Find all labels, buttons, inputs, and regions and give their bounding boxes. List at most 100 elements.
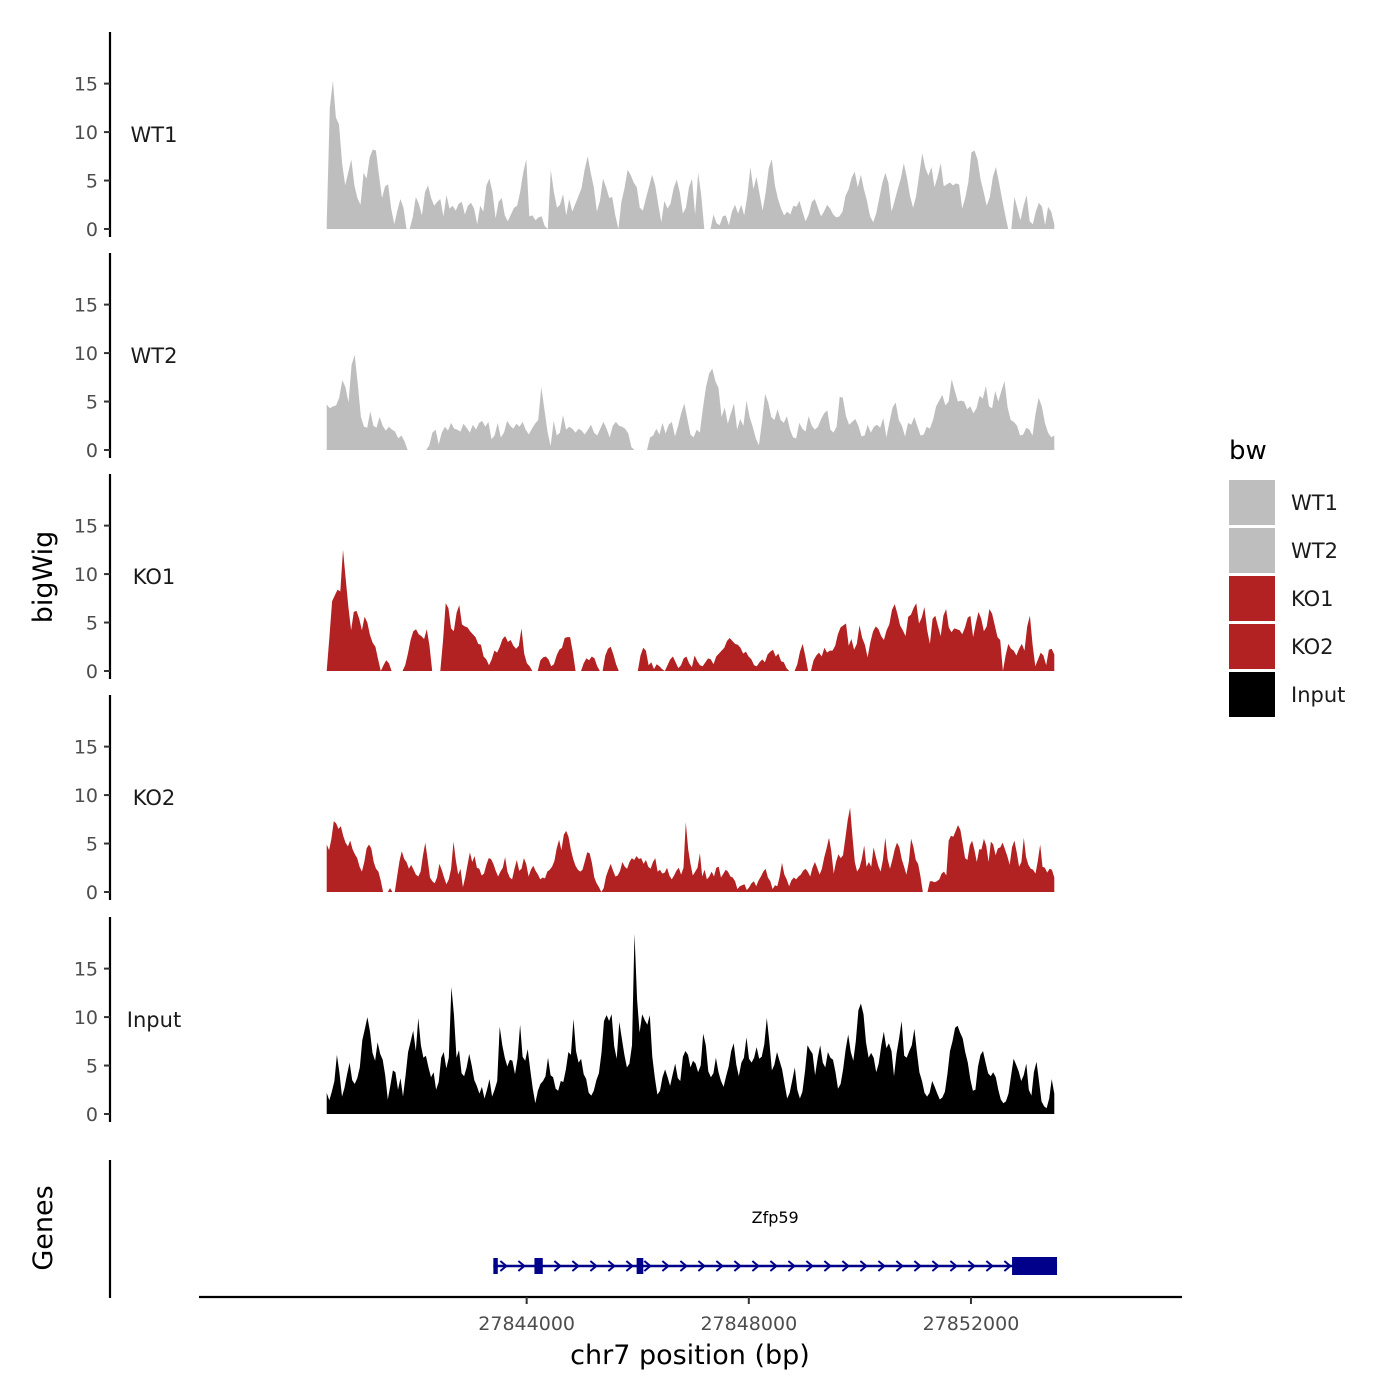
track-wt1-area [326, 80, 1055, 229]
legend-label: WT2 [1291, 539, 1338, 563]
strand-arrow-icon [589, 1260, 598, 1272]
genes-group: Zfp59 [493, 1208, 1058, 1275]
track-ko1-y-tick-label: 0 [86, 661, 98, 683]
strand-arrow-icon [661, 1260, 670, 1272]
track-wt1: 0 5 10 15 WT1 [74, 32, 1055, 241]
strand-arrow-icon [1003, 1260, 1012, 1272]
strand-arrow-icon [805, 1260, 814, 1272]
legend-swatch [1229, 576, 1275, 621]
track-ko2-area [326, 807, 1055, 892]
track-wt2-area [326, 355, 1055, 450]
track-ko2-y-tick-label: 15 [74, 737, 98, 759]
strand-arrow-icon [607, 1260, 616, 1272]
track-input-y-tick-label: 10 [74, 1007, 98, 1029]
strand-arrow-icon [571, 1260, 580, 1272]
track-ko2-y-tick-label: 0 [86, 882, 98, 904]
track-input-y-tick-label: 5 [86, 1056, 98, 1078]
track-input-y-tick-label: 0 [86, 1104, 98, 1126]
track-input-label: Input [127, 1008, 181, 1032]
legend-item-wt1: WT1 [1229, 480, 1338, 525]
track-ko1-y-tick-label: 10 [74, 564, 98, 586]
track-wt2-y-tick-label: 0 [86, 440, 98, 462]
track-wt2-y-tick-label: 5 [86, 392, 98, 414]
track-wt1-label: WT1 [131, 123, 178, 147]
strand-arrow-icon [787, 1260, 796, 1272]
track-wt2: 0 5 10 15 WT2 [74, 253, 1055, 462]
legend-items: WT1 WT2 KO1 KO2 Input [1229, 480, 1345, 717]
strand-arrow-icon [949, 1260, 958, 1272]
legend-item-ko1: KO1 [1229, 576, 1334, 621]
y-axis-title: bigWig [28, 531, 59, 624]
strand-arrow-icon [967, 1260, 976, 1272]
strand-arrow-icon [913, 1260, 922, 1272]
track-wt1-y-tick-label: 0 [86, 219, 98, 241]
x-axis-tick-label: 27848000 [700, 1313, 797, 1335]
strand-arrow-icon [553, 1260, 562, 1272]
strand-arrow-icon [985, 1260, 994, 1272]
track-wt2-y-tick-label: 15 [74, 295, 98, 317]
legend-item-ko2: KO2 [1229, 624, 1334, 669]
gene-panel: Zfp59 [108, 1160, 1058, 1298]
strand-arrow-icon [517, 1260, 526, 1272]
track-ko1-y-tick-label: 15 [74, 516, 98, 538]
x-axis-ticks: 27844000 27848000 27852000 [478, 1297, 1019, 1335]
track-ko1: 0 5 10 15 KO1 [74, 474, 1055, 683]
gene-utr-exon [1012, 1257, 1058, 1275]
legend-item-wt2: WT2 [1229, 528, 1338, 573]
legend-title: bw [1229, 436, 1267, 466]
track-input: 0 5 10 15 Input [74, 917, 1055, 1126]
track-wt1-y-tick-label: 15 [74, 74, 98, 96]
track-ko2-y-tick-label: 5 [86, 834, 98, 856]
x-axis-tick-label: 27844000 [478, 1313, 575, 1335]
strand-arrow-icon [697, 1260, 706, 1272]
track-input-area [326, 933, 1055, 1114]
gene-zfp59: Zfp59 [493, 1208, 1058, 1275]
track-wt1-y-tick-label: 10 [74, 122, 98, 144]
strand-arrow-icon [931, 1260, 940, 1272]
gene-exon [493, 1258, 498, 1274]
gene-exon [636, 1258, 644, 1274]
x-axis-tick-label: 27852000 [923, 1313, 1020, 1335]
legend-label: KO2 [1291, 635, 1334, 659]
strand-arrow-icon [751, 1260, 760, 1272]
x-axis: 27844000 27848000 27852000 chr7 position (… [199, 1295, 1182, 1371]
track-wt1-y-tick-label: 5 [86, 171, 98, 193]
strand-arrow-icon [625, 1260, 634, 1272]
legend-swatch [1229, 480, 1275, 525]
legend-label: Input [1291, 683, 1345, 707]
legend: bw WT1 WT2 KO1 KO2 Input [1229, 436, 1345, 717]
track-wt2-label: WT2 [131, 344, 178, 368]
strand-arrow-icon [715, 1260, 724, 1272]
track-ko1-y-tick-label: 5 [86, 613, 98, 635]
track-panels: 0 5 10 15 WT1 0 5 10 15 WT2 0 5 10 15 KO1 0 5 10 15 KO2 0 5 10… [74, 32, 1055, 1126]
genes-axis-title: Genes [28, 1185, 59, 1270]
strand-arrow-icon [643, 1260, 652, 1272]
legend-swatch [1229, 624, 1275, 669]
gene-name-label: Zfp59 [752, 1208, 799, 1227]
track-ko1-label: KO1 [133, 565, 176, 589]
strand-arrow-icon [679, 1260, 688, 1272]
track-ko2-y-tick-label: 10 [74, 785, 98, 807]
strand-arrow-icon [859, 1260, 868, 1272]
track-ko2: 0 5 10 15 KO2 [74, 695, 1055, 904]
strand-arrow-icon [769, 1260, 778, 1272]
track-wt2-y-tick-label: 10 [74, 343, 98, 365]
track-ko2-label: KO2 [133, 786, 176, 810]
strand-arrow-icon [823, 1260, 832, 1272]
legend-swatch [1229, 672, 1275, 717]
legend-label: KO1 [1291, 587, 1334, 611]
strand-arrow-icon [877, 1260, 886, 1272]
track-input-y-tick-label: 15 [74, 959, 98, 981]
x-axis-title: chr7 position (bp) [570, 1340, 810, 1371]
legend-label: WT1 [1291, 491, 1338, 515]
gene-exon [534, 1258, 543, 1274]
strand-arrow-icon [895, 1260, 904, 1272]
strand-arrow-icon [499, 1260, 508, 1272]
strand-arrow-icon [841, 1260, 850, 1272]
strand-arrow-icon [733, 1260, 742, 1272]
track-ko1-area [326, 549, 1055, 671]
legend-swatch [1229, 528, 1275, 573]
legend-item-input: Input [1229, 672, 1345, 717]
